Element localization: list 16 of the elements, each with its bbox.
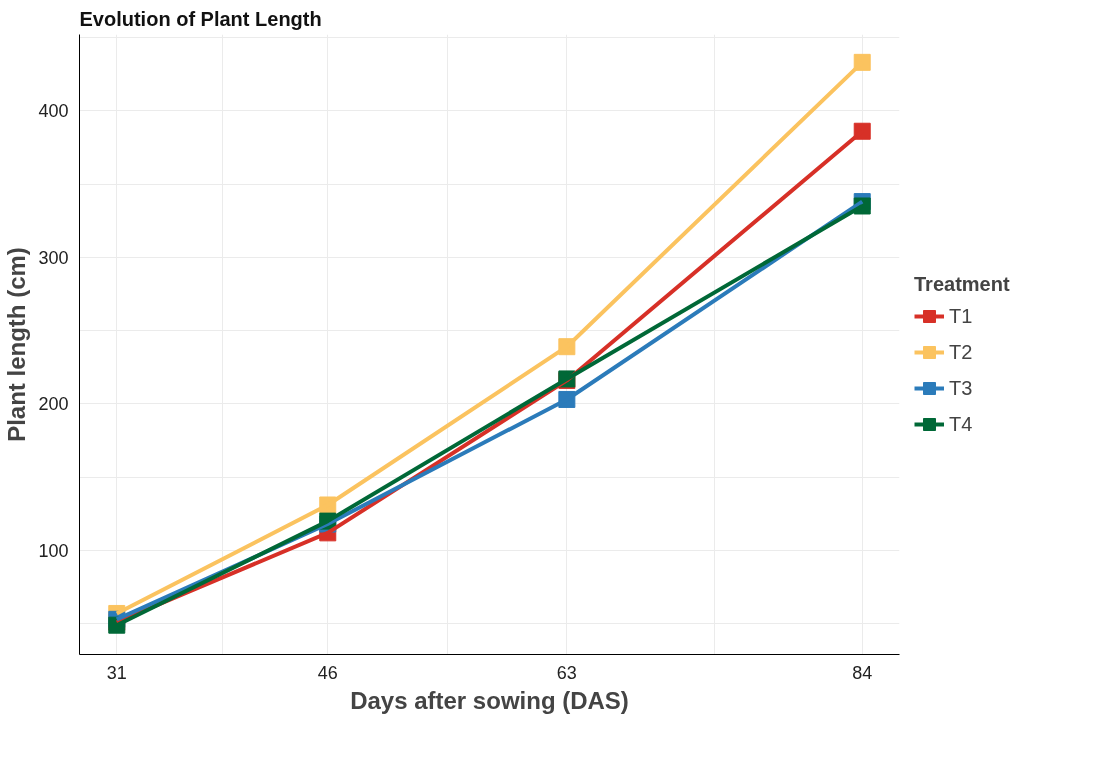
legend-label: T3	[949, 376, 973, 400]
x-tick-label: 31	[106, 662, 127, 683]
legend-label: T1	[949, 304, 973, 328]
legend-label: T4	[949, 412, 973, 436]
y-tick-label: 100	[38, 540, 69, 561]
y-tick-label: 200	[38, 394, 69, 415]
y-tick-label: 300	[38, 247, 69, 268]
x-axis-title: Days after sowing (DAS)	[350, 686, 629, 714]
x-tick-label: 46	[317, 662, 338, 683]
chart-title: Evolution of Plant Length	[79, 7, 322, 30]
y-tick-label: 400	[38, 101, 69, 122]
y-axis-title: Plant length (cm)	[3, 247, 31, 442]
x-tick-label: 84	[852, 662, 873, 683]
legend-label: T2	[949, 340, 973, 364]
legend-title: Treatment	[914, 273, 1010, 296]
x-tick-label: 63	[556, 662, 577, 683]
